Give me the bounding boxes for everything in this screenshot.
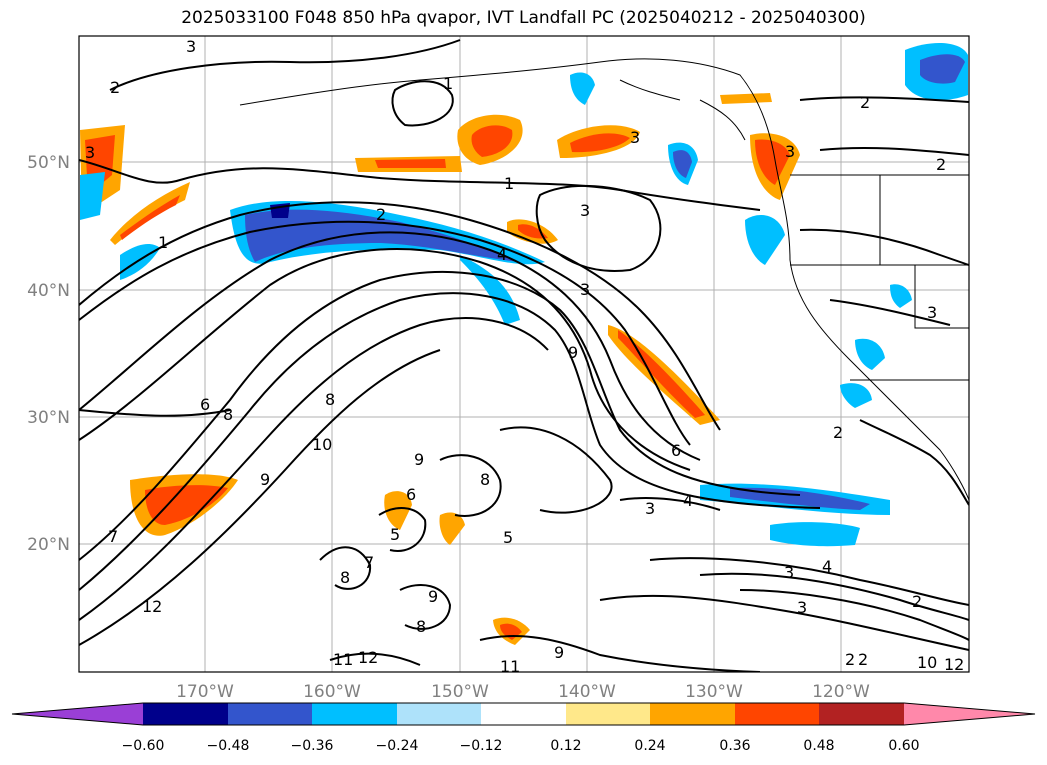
lon-label: 150°W [431, 682, 489, 702]
contour-label: 3 [927, 303, 937, 322]
contour-label: 7 [108, 527, 118, 546]
colorbar-tick-label: 0.60 [888, 738, 919, 754]
contour-label: 2 [860, 93, 870, 112]
contour-label: 6 [406, 485, 416, 504]
lon-label: 130°W [685, 682, 743, 702]
map-frame [78, 35, 970, 673]
contour-label: 3 [797, 598, 807, 617]
contour-label: 2 [858, 650, 868, 669]
contour-label: 3 [580, 201, 590, 220]
colorbar-tick-label: 0.48 [803, 738, 834, 754]
contour-label: 7 [364, 553, 374, 572]
contour-label: 9 [414, 450, 424, 469]
lon-label: 170°W [176, 682, 234, 702]
contour-label: 12 [142, 597, 162, 616]
contour-label: 3 [785, 142, 795, 161]
map-panel [79, 36, 969, 672]
contour-label: 10 [917, 653, 937, 672]
contour-label: 8 [340, 568, 350, 587]
contour-label: 12 [944, 655, 964, 674]
lon-label: 160°W [303, 682, 361, 702]
contour-label: 9 [428, 587, 438, 606]
contour-label: 9 [260, 470, 270, 489]
colorbar-bin [819, 703, 904, 725]
colorbar-tick-label: −0.36 [291, 738, 334, 754]
colorbar-bin [481, 703, 566, 725]
lat-label: 40°N [27, 281, 70, 301]
contour-label: 2 [110, 78, 120, 97]
contour-label: 8 [480, 470, 490, 489]
contour-label: 10 [312, 435, 332, 454]
lat-label: 30°N [27, 408, 70, 428]
colorbar-bin [566, 703, 650, 725]
contour-label: 11 [333, 650, 353, 669]
contour-label: 2 [376, 205, 386, 224]
contour-label: 12 [358, 648, 378, 667]
contour-label: 5 [390, 525, 400, 544]
colorbar-bin [650, 703, 735, 725]
contour-label: 3 [580, 280, 590, 299]
contour-label: 2 [912, 592, 922, 611]
map-title: 2025033100 F048 850 hPa qvapor, IVT Land… [181, 8, 866, 28]
colorbar-tick-label: 0.36 [719, 738, 750, 754]
contour-label: 2 [845, 650, 855, 669]
colorbar-bin [397, 703, 481, 725]
contour-label: 3 [630, 128, 640, 147]
contour-label: 8 [223, 405, 233, 424]
lat-label: 20°N [27, 535, 70, 555]
ivt-contours [79, 39, 969, 672]
colorbar-bin [143, 703, 228, 725]
contour-label: 5 [503, 528, 513, 547]
lon-label: 120°W [812, 682, 870, 702]
contour-label: 2 [833, 423, 843, 442]
contour-label: 3 [186, 37, 196, 56]
colorbar-bin [228, 703, 312, 725]
contour-label: 6 [200, 395, 210, 414]
contour-label: 3 [85, 143, 95, 162]
colorbar-tick-label: 0.12 [550, 738, 581, 754]
contour-label: 11 [500, 657, 520, 676]
colorbar-tick-label: −0.24 [376, 738, 419, 754]
contour-label: 4 [497, 245, 507, 264]
contour-label: 9 [568, 343, 578, 362]
colorbar-tick-label: 0.24 [634, 738, 665, 754]
colorbar-extend-high [904, 703, 1035, 725]
contour-label: 6 [671, 441, 681, 460]
contour-label: 3 [645, 499, 655, 518]
contour-label: 1 [158, 233, 168, 252]
colorbar-bin [735, 703, 819, 725]
contour-label: 4 [683, 491, 693, 510]
contour-label: 3 [784, 563, 794, 582]
contour-label: 2 [936, 155, 946, 174]
contour-label: 9 [554, 643, 564, 662]
contour-label: 1 [504, 174, 514, 193]
colorbar-bin [312, 703, 397, 725]
colorbar-outline [11, 702, 1036, 726]
colorbar-tick-label: −0.60 [122, 738, 165, 754]
lat-label: 50°N [27, 153, 70, 173]
colorbar: −0.60 −0.48 −0.36 −0.24 −0.12 0.12 0.24 … [11, 702, 1036, 754]
colorbar-extend-low [12, 703, 143, 725]
contour-labels: 3 2 1 3 2 3 3 1 2 2 1 4 3 9 6 8 8 10 9 9… [85, 37, 964, 676]
graticule [79, 36, 969, 672]
contour-label: 8 [416, 617, 426, 636]
colorbar-tick-label: −0.12 [460, 738, 503, 754]
coastlines [239, 58, 969, 501]
contour-label: 1 [443, 74, 453, 93]
contour-label: 4 [822, 557, 832, 576]
lon-label: 140°W [558, 682, 616, 702]
colorbar-tick-label: −0.48 [207, 738, 250, 754]
contour-label: 8 [325, 390, 335, 409]
